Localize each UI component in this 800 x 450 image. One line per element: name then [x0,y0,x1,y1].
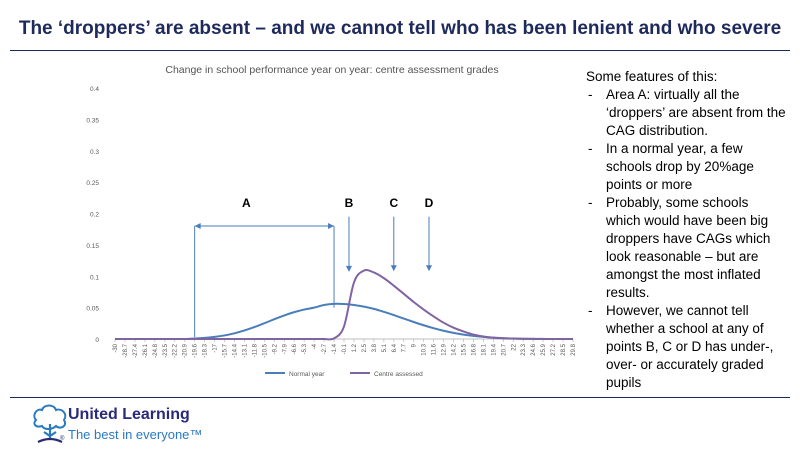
x-tick-label: 27.2 [551,343,557,355]
x-tick-label: 16.8 [471,343,477,355]
annotation-arrowhead-c [390,265,397,272]
y-tick-label: 0.35 [86,117,99,124]
note-item: Area A: virtually all the ‘droppers’ are… [586,86,786,140]
x-tick-label: 14.2 [452,343,458,355]
x-tick-label: -30 [113,343,119,352]
y-tick-label: 0 [95,337,99,344]
x-tick-label: -0.1 [342,343,348,354]
x-tick-label: -22.2 [173,343,179,357]
x-tick-label: -7.9 [282,343,288,354]
x-tick-label: 7.7 [402,343,408,352]
annotation-label-c: C [389,196,398,210]
page-title: The ‘droppers’ are absent – and we canno… [18,18,782,39]
x-tick-label: -27.4 [133,343,139,357]
y-tick-label: 0.15 [86,243,99,250]
y-axis: 0 0.05 0.1 0.15 0.2 0.25 0.3 0.35 0.4 [86,86,573,344]
x-tick-label: 1.2 [352,343,358,352]
x-tick-label: 24.6 [531,343,537,355]
x-tick-label: -14.4 [232,343,238,357]
x-tick-label: -19.6 [193,343,199,357]
note-item: In a normal year, a few schools drop by … [586,140,786,194]
x-tick-label: -10.5 [262,343,268,357]
y-tick-label: 0.3 [90,149,99,156]
series-line-normal-year [115,302,573,341]
registered-mark: ® [60,436,65,442]
x-tick-label: -24.8 [153,343,159,357]
x-tick-label: -26.1 [143,343,149,357]
logo-tagline: The best in everyone™ [68,427,203,442]
annotation-label-a: A [242,196,251,210]
notes-heading: Some features of this: [586,69,718,84]
x-tick-label: 18.1 [481,343,487,355]
x-tick-label: -28.7 [123,343,129,357]
note-item: Probably, some schools which would have … [586,194,786,302]
legend-label: Normal year [289,371,325,378]
x-tick-label: 6.4 [392,343,398,352]
legend: Normal year Centre assessed [265,371,423,378]
x-tick-label: -13.1 [242,343,248,357]
annotation-a-arrowhead-right [328,223,335,230]
annotation-a-arrowhead-left [194,223,201,230]
note-item: However, we cannot tell whether a school… [586,302,786,392]
x-tick-label: -20.9 [183,343,189,357]
series-layer [115,269,573,341]
title-rule [10,50,790,51]
series-line-centre-assessed [115,269,573,341]
x-tick-label: 29.8 [571,343,577,355]
y-tick-label: 0.2 [90,212,99,219]
x-tick-label: 25.9 [541,343,547,355]
footer-rule [10,397,790,398]
y-tick-label: 0.4 [90,86,99,93]
x-tick-label: -17 [213,343,219,352]
x-tick-label: 15.5 [461,343,467,355]
legend-label: Centre assessed [374,371,423,378]
x-tick-label: 12.9 [442,343,448,355]
y-tick-label: 0.05 [86,306,99,313]
chart-title: Change in school performance year on yea… [165,64,498,76]
x-tick-label: 2.5 [362,343,368,352]
x-tick-label: -9.2 [272,343,278,354]
annotation-label-d: D [425,196,434,210]
annotation-label-b: B [345,196,354,210]
logo-name: United Learning [68,406,190,423]
x-tick-label: -15.7 [223,343,229,357]
x-tick-label: -18.3 [203,343,209,357]
x-tick-label: 11.6 [432,343,438,355]
x-tick-label: -11.8 [252,343,258,357]
tree-logo-icon [33,404,67,443]
annotation-arrowhead-b [345,265,352,272]
annotation-arrowhead-d [426,265,433,272]
x-tick-label: 10.3 [422,343,428,355]
x-tick-label: 3.8 [372,343,378,352]
x-tick-label: 22 [511,343,517,350]
x-tick-label: 23.3 [521,343,527,355]
chart: Change in school performance year on yea… [85,55,580,390]
x-tick-label: 19.4 [491,343,497,355]
x-tick-label: 28.5 [561,343,567,355]
x-tick-label: 5.1 [382,343,388,352]
x-tick-label: -6.6 [292,343,298,354]
y-tick-label: 0.25 [86,180,99,187]
x-tick-label: -2.7 [322,343,328,354]
x-tick-label: -1.4 [332,343,338,354]
x-axis: -30 -28.7 -27.4 -26.1 -24.8 -23.5 -22.2 -20.9 -1… [113,339,577,358]
x-tick-label: -23.5 [163,343,169,357]
notes-list: Area A: virtually all the ‘droppers’ are… [586,86,786,392]
x-tick-label: -4 [312,343,318,349]
annotations: A B C D [194,196,434,338]
x-tick-label: 20.7 [501,343,507,355]
chart-svg: Change in school performance year on yea… [86,64,577,378]
x-tick-label: 9 [412,343,418,347]
x-tick-label: -5.3 [302,343,308,354]
y-tick-label: 0.1 [90,274,99,281]
